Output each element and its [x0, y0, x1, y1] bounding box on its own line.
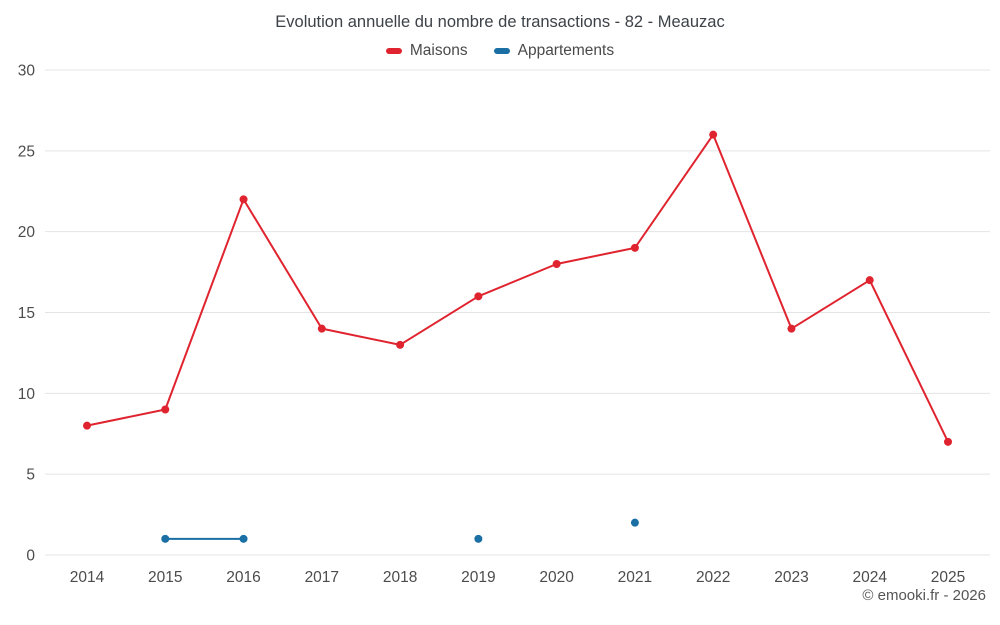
series-line-segment: [790, 279, 871, 330]
x-tick-label: 2023: [774, 569, 808, 586]
legend-item-maisons[interactable]: Maisons: [385, 42, 468, 60]
x-tick-label: 2014: [70, 569, 105, 586]
x-tick-label: 2017: [305, 569, 339, 586]
legend-item-appartements[interactable]: Appartements: [493, 42, 615, 60]
legend-swatch-appartements-icon: [493, 48, 510, 54]
x-tick-label: 2015: [148, 569, 182, 586]
x-tick-label: 2024: [852, 569, 887, 586]
data-point[interactable]: [83, 421, 91, 430]
series-line-segment: [477, 263, 558, 298]
y-tick-label: 15: [18, 305, 35, 322]
legend-label-appartements: Appartements: [517, 42, 615, 59]
legend-label-maisons: Maisons: [409, 42, 468, 59]
data-point[interactable]: [630, 243, 639, 252]
data-point[interactable]: [787, 324, 796, 333]
y-tick-label: 0: [26, 548, 35, 565]
x-tick-label: 2018: [383, 569, 417, 586]
chart-container: Evolution annuelle du nombre de transact…: [0, 13, 1000, 604]
x-tick-label: 2022: [696, 569, 730, 586]
data-point[interactable]: [317, 324, 326, 333]
series-line-segment: [164, 198, 245, 411]
data-point[interactable]: [630, 518, 639, 527]
y-tick-label: 20: [18, 224, 36, 241]
y-tick-label: 25: [18, 143, 35, 160]
copyright: © emooki.fr - 2026: [862, 587, 986, 604]
data-point[interactable]: [161, 534, 170, 543]
x-tick-label: 2019: [461, 569, 495, 586]
x-tick-label: 2016: [226, 569, 260, 586]
legend: Maisons Appartements: [0, 40, 1000, 62]
data-point[interactable]: [396, 340, 405, 349]
series-line-segment: [320, 327, 402, 346]
y-tick-label: 30: [18, 63, 36, 80]
x-tick-label: 2025: [931, 569, 965, 586]
series-line-segment: [555, 246, 636, 265]
y-tick-label: 5: [26, 467, 35, 484]
data-point[interactable]: [161, 405, 170, 414]
series-line-segment: [242, 198, 323, 330]
x-tick-label: 2020: [539, 569, 574, 586]
series-line-segment: [86, 408, 167, 427]
data-point[interactable]: [474, 534, 483, 543]
series-line-segment: [633, 133, 715, 249]
legend-swatch-maisons-icon: [385, 48, 402, 54]
series-line-segment: [399, 295, 480, 346]
data-point[interactable]: [709, 130, 718, 139]
chart-title: Evolution annuelle du nombre de transact…: [275, 13, 725, 31]
data-point[interactable]: [239, 195, 248, 204]
data-point[interactable]: [865, 276, 874, 285]
data-point[interactable]: [474, 292, 483, 301]
x-tick-label: 2021: [618, 569, 652, 586]
series-line-segment: [712, 133, 793, 330]
data-point[interactable]: [552, 260, 561, 268]
data-point[interactable]: [944, 437, 952, 446]
series-line-segment: [868, 279, 949, 443]
y-tick-label: 10: [18, 386, 36, 403]
data-point[interactable]: [239, 534, 248, 543]
